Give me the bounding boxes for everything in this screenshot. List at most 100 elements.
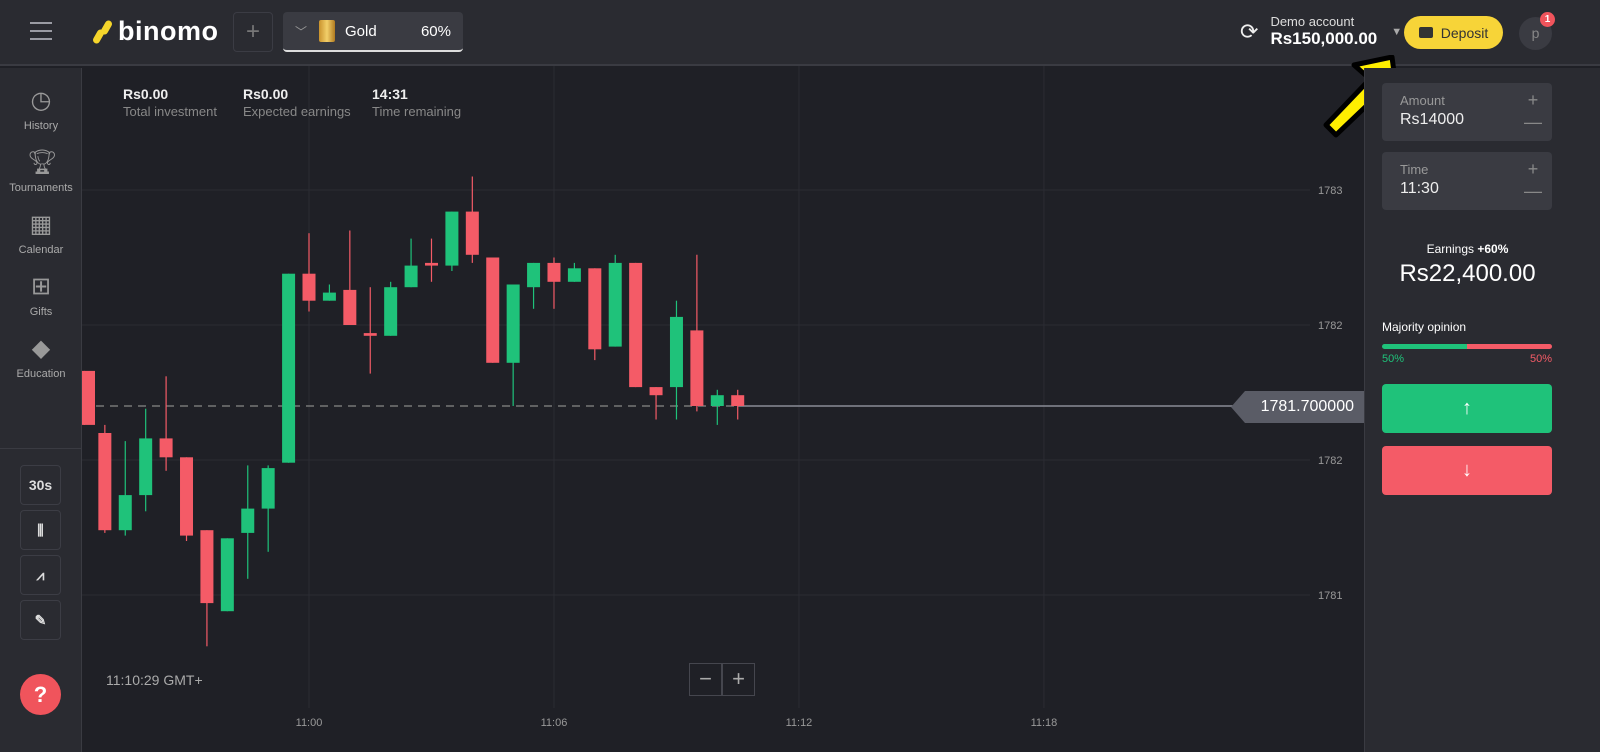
asset-name: Gold xyxy=(345,22,377,40)
add-asset-button[interactable]: + xyxy=(233,12,273,52)
stat-label: Expected earnings xyxy=(243,104,351,119)
indicators-button[interactable]: ⩘ xyxy=(20,555,61,595)
sidebar-item-history[interactable]: ◷ History xyxy=(0,87,82,133)
candle-up xyxy=(404,265,418,288)
earnings-text: Earnings xyxy=(1426,242,1474,256)
time-label: Time xyxy=(1400,162,1429,177)
candle-down xyxy=(180,457,194,536)
candle-up xyxy=(384,287,398,336)
sidebar-item-calendar[interactable]: ▦ Calendar xyxy=(0,211,82,257)
total-investment: Rs0.00 Total investment xyxy=(123,86,217,119)
candle-down xyxy=(343,289,357,325)
time-field[interactable]: Time 11:30 + — xyxy=(1382,152,1552,210)
sidebar-item-gifts[interactable]: ⊞ Gifts xyxy=(0,273,82,319)
logo[interactable]: binomo xyxy=(91,16,219,47)
candle-down xyxy=(302,273,316,301)
majority-up-pct: 50% xyxy=(1382,353,1405,365)
candle-down xyxy=(588,268,602,350)
stat-value: Rs0.00 xyxy=(123,86,169,102)
y-tick-label: 1783 xyxy=(1318,185,1342,197)
candle-up xyxy=(445,211,459,266)
chart-type-button[interactable]: ⫼ xyxy=(20,510,61,550)
candle-down xyxy=(547,262,561,282)
logo-mark-icon xyxy=(91,18,114,45)
current-price-tag: 1781.700000 xyxy=(1231,391,1364,423)
candle-down xyxy=(200,530,214,604)
candle-down xyxy=(649,387,663,396)
graduation-cap-icon: ◆ xyxy=(31,335,51,362)
menu-icon[interactable] xyxy=(30,22,52,40)
drawing-button[interactable]: ✎ xyxy=(20,600,61,640)
sidebar-item-label: History xyxy=(23,120,59,132)
calendar-icon: ▦ xyxy=(29,211,53,238)
down-button[interactable]: ↓ xyxy=(1382,446,1552,495)
candles-icon: ⫼ xyxy=(37,522,44,538)
gold-bar-icon xyxy=(319,20,336,42)
candle-up xyxy=(710,395,724,406)
sidebar-item-label: Gifts xyxy=(29,306,53,318)
deposit-button[interactable]: Deposit xyxy=(1404,16,1503,49)
stat-value: Rs0.00 xyxy=(243,86,289,102)
majority-opinion: Majority opinion 50% 50% xyxy=(1382,320,1552,365)
notification-badge: 1 xyxy=(1540,12,1555,27)
divider xyxy=(0,448,82,449)
candle-up xyxy=(220,538,234,612)
zoom-in-button[interactable]: + xyxy=(722,663,755,696)
amount-minus-button[interactable]: — xyxy=(1524,112,1542,132)
earnings-percent: +60% xyxy=(1477,242,1509,256)
time-value[interactable]: 11:30 xyxy=(1400,180,1439,197)
zoom-out-button[interactable]: − xyxy=(689,663,722,696)
sync-icon: ⟳ xyxy=(1240,18,1259,44)
account-balance: Rs150,000.00 xyxy=(1270,29,1378,48)
x-tick-label: 11:06 xyxy=(541,717,568,729)
gift-icon: ⊞ xyxy=(30,273,52,300)
arrow-down-icon: ↓ xyxy=(1462,459,1472,481)
clock-icon: ◷ xyxy=(30,87,52,114)
logo-text: binomo xyxy=(118,16,219,46)
wallet-icon xyxy=(1418,27,1433,38)
candle-down xyxy=(629,262,643,388)
x-tick-label: 11:00 xyxy=(296,717,323,729)
earnings-value: Rs22,400.00 xyxy=(1399,260,1536,287)
y-tick-label: 1782 xyxy=(1318,320,1342,332)
chevron-down-icon: ﹀ xyxy=(295,24,308,39)
sidebar-item-label: Calendar xyxy=(18,244,64,256)
candle-down xyxy=(486,257,500,363)
arrow-up-icon: ↑ xyxy=(1462,397,1472,419)
candle-up xyxy=(506,284,520,363)
sidebar-item-tournaments[interactable]: 🏆︎ Tournaments xyxy=(0,150,82,195)
candle-up xyxy=(608,262,622,347)
amount-value[interactable]: Rs14000 xyxy=(1400,111,1465,128)
time-minus-button[interactable]: — xyxy=(1524,181,1542,201)
sidebar-item-label: Education xyxy=(16,368,66,380)
majority-bar xyxy=(1382,344,1552,349)
account-type: Demo account xyxy=(1270,14,1355,29)
majority-down-pct: 50% xyxy=(1529,353,1552,365)
earnings-label: Earnings +60% xyxy=(1365,242,1570,256)
y-tick-label: 1782 xyxy=(1318,455,1342,467)
up-button[interactable]: ↑ xyxy=(1382,384,1552,433)
candle-down xyxy=(424,262,438,266)
chart-zoom-controls: − + xyxy=(689,663,755,696)
asset-selector[interactable]: ﹀ Gold 60% xyxy=(283,12,463,52)
candle-down xyxy=(159,438,173,458)
time-plus-button[interactable]: + xyxy=(1527,159,1539,179)
account-switcher[interactable]: ⟳ Demo account Rs150,000.00 ▼ xyxy=(1240,14,1402,49)
candle-down xyxy=(98,433,112,531)
asset-payout: 60% xyxy=(420,22,451,40)
candle-down xyxy=(731,395,745,406)
majority-label: Majority opinion xyxy=(1382,320,1467,334)
amount-field[interactable]: Amount Rs14000 + — xyxy=(1382,83,1552,141)
candle-up xyxy=(669,316,683,388)
sidebar-item-education[interactable]: ◆ Education xyxy=(0,335,82,381)
expected-earnings: Rs0.00 Expected earnings xyxy=(243,86,351,119)
candle-up xyxy=(261,468,275,509)
candle-up xyxy=(322,292,336,301)
candle-down xyxy=(465,211,479,255)
amount-plus-button[interactable]: + xyxy=(1527,90,1539,110)
timeframe-button[interactable]: 30s xyxy=(20,465,61,505)
trade-panel: Amount Rs14000 + — Time 11:30 + — Earnings… xyxy=(1364,68,1600,752)
help-button[interactable]: ? xyxy=(20,674,61,715)
majority-up-fill xyxy=(1382,344,1467,349)
